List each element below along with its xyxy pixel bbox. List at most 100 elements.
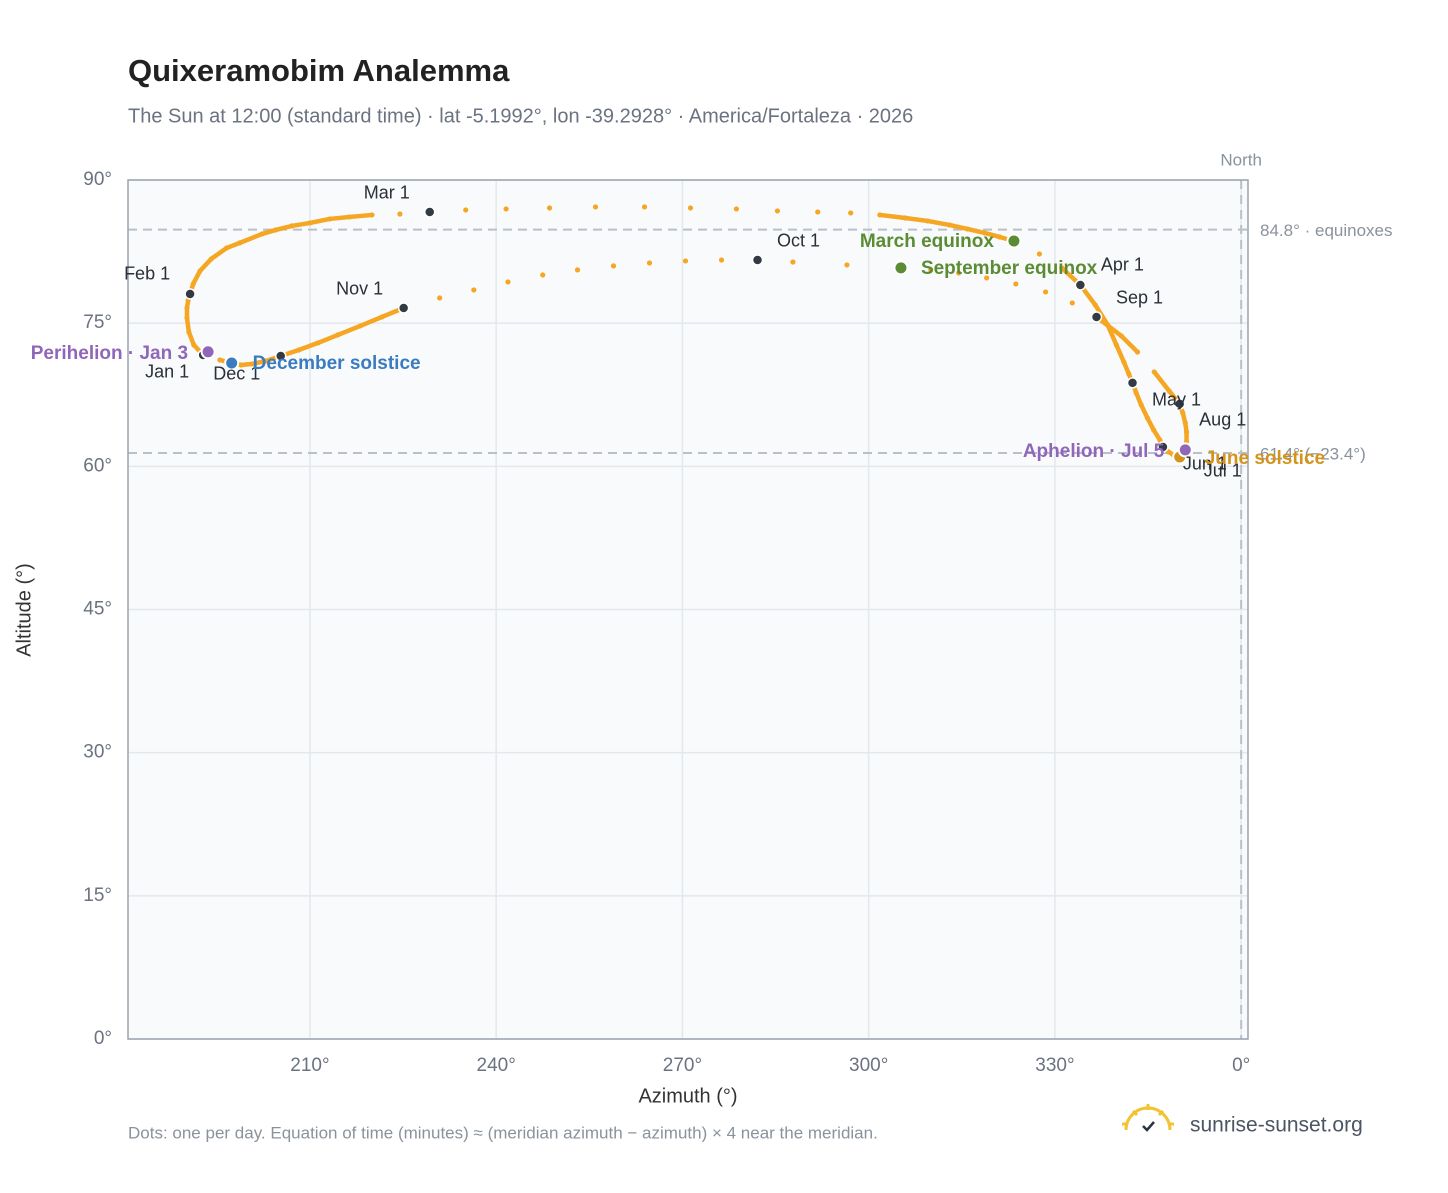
track-segment [1119,333,1140,355]
day-dot [503,206,509,212]
day-dot [925,218,931,224]
day-dot [1166,388,1172,394]
day-dot [315,340,321,346]
month-marker [1157,441,1169,453]
plot-border [127,179,1249,1040]
track-segment [1106,323,1124,339]
day-dot [1126,371,1132,377]
day-dot [1133,390,1139,396]
x-tick-label: 270° [663,1055,702,1076]
day-dot [184,315,190,321]
track-segment [237,231,265,246]
day-dot [984,275,990,281]
track-segment [1114,342,1127,365]
day-dot [289,223,295,229]
day-dot [357,323,363,329]
day-dot [397,211,403,217]
x-tick-label: 210° [290,1055,329,1076]
month-label: Mar 1 [364,183,410,203]
day-dot [574,267,581,273]
reference-label: 61.4° (−23.4°) [1260,444,1366,463]
track-segment [289,220,313,229]
brand: sunrise-sunset.org [1190,1114,1363,1137]
logo-check [1142,1121,1155,1132]
month-label: Apr 1 [1101,255,1144,275]
track-segment [197,256,214,274]
day-dot [190,281,196,287]
day-dot [1013,281,1019,287]
event-marker [200,344,216,360]
track-segment [315,332,341,346]
day-dot [877,212,883,218]
event-label: Aphelion · Jul 5 [1023,441,1165,462]
day-dot [928,267,934,273]
day-dot [238,362,244,368]
day-dot [682,258,689,264]
day-dot [790,259,796,265]
x-tick-label: 0° [1232,1055,1250,1076]
day-dot [1151,369,1157,375]
month-label: Sep 1 [1116,288,1163,308]
day-dot [437,295,443,301]
day-dot [379,314,385,320]
day-dot [641,204,648,210]
logo-ray [1131,1109,1139,1117]
day-dot [718,257,725,263]
day-dot [1069,300,1075,306]
event-label: Perihelion · Jan 3 [31,343,188,364]
day-dot [1144,415,1151,421]
day-dot [1182,420,1188,426]
day-dot [1157,437,1163,443]
x-tick-label: 300° [849,1055,888,1076]
track-segment [335,323,363,338]
day-dot [259,231,265,237]
day-dot [848,210,854,216]
day-dot [646,260,653,266]
month-label: Jan 1 [145,362,189,382]
y-axis-label: Altitude (°) [13,563,35,657]
y-tick-label: 90° [83,169,112,190]
day-dot [997,234,1003,240]
event-label: December solstice [253,353,421,374]
chart-subtitle: The Sun at 12:00 (standard time) · lat -… [128,105,913,127]
day-dot [186,329,192,335]
day-dot [217,357,223,363]
day-dot [844,262,850,268]
day-dot [249,361,255,367]
day-dot [1151,427,1157,433]
month-marker [397,302,410,314]
analemma [184,204,1193,465]
day-dot [592,204,599,210]
event-label: June solstice [1205,448,1325,469]
track-segment [347,212,375,220]
month-label: Jul 1 [1204,461,1242,481]
day-dot [733,206,740,212]
month-marker [184,288,196,300]
month-marker [1074,279,1087,291]
track-segment [965,226,988,236]
day-dot [964,226,970,232]
day-dot [263,358,269,364]
day-dot [191,342,197,348]
day-dot [327,216,333,222]
month-label: Dec 1 [213,364,260,384]
day-dot [610,263,617,269]
x-tick-label: 330° [1035,1055,1074,1076]
day-dot [1180,410,1186,416]
month-label: Aug 1 [1199,410,1246,430]
day-dot [184,305,190,311]
day-dot [687,205,694,211]
grid: 0° 15° 30° 45° 60° 75° 90° 210° 240° 270° 300° 330°… [83,169,1250,1076]
event-marker [1006,233,1022,249]
day-dot [463,207,469,213]
day-dot [471,287,477,293]
track-segment [273,223,295,233]
day-dot [335,332,341,338]
day-dot [208,256,214,262]
day-dot [946,222,952,228]
day-dot [296,347,302,353]
day-dot [1036,251,1042,257]
day-dot [273,227,279,233]
day-dot [1105,323,1111,329]
